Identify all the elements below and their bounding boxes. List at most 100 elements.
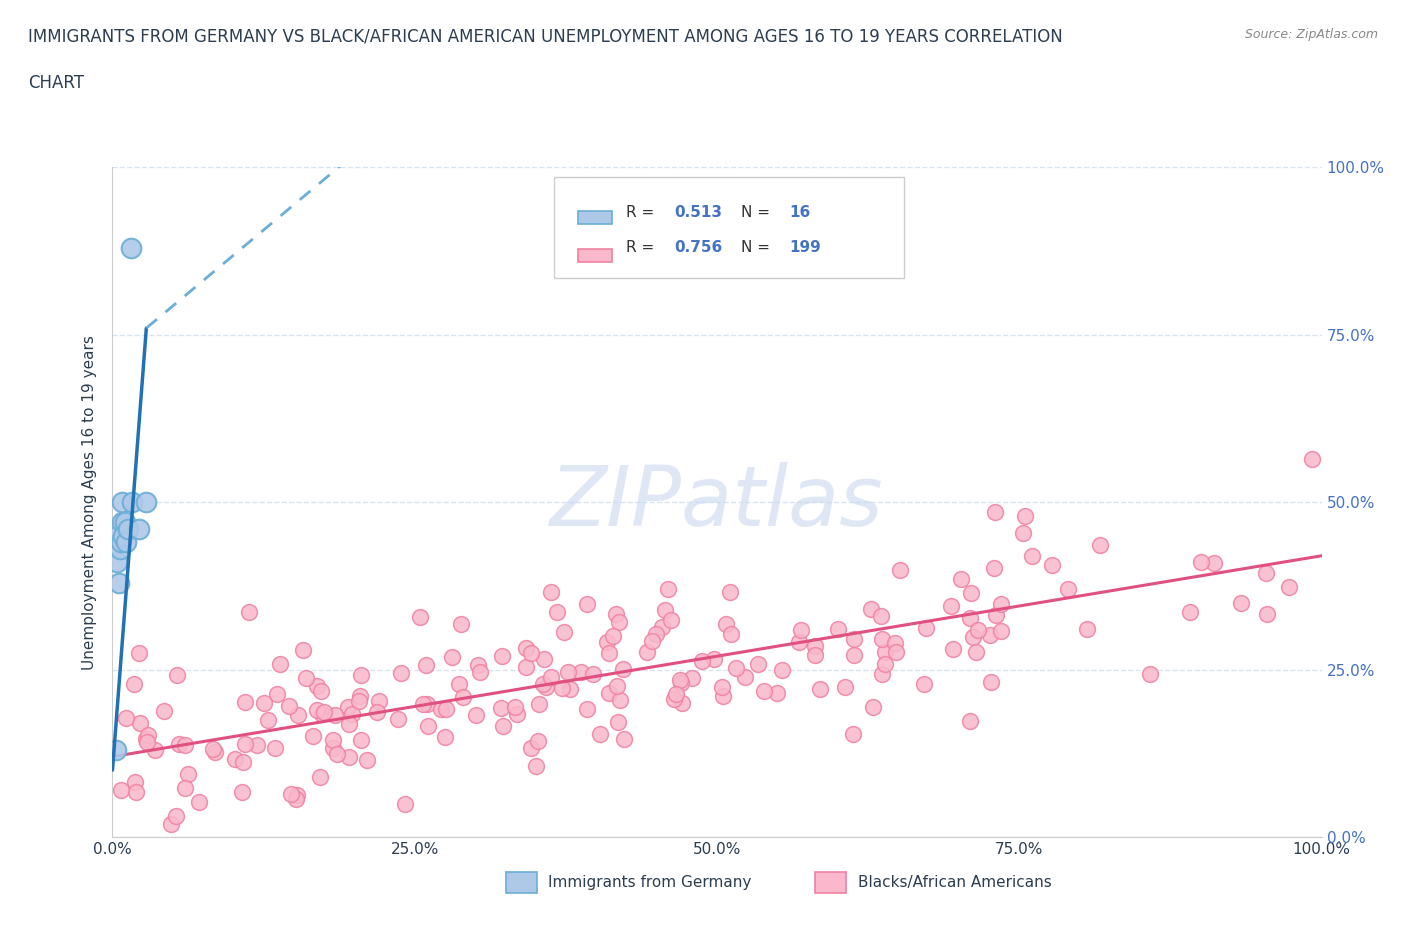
Point <box>950 571 973 586</box>
Point <box>959 610 981 625</box>
Point <box>505 707 527 722</box>
Point <box>108 541 131 556</box>
Point <box>105 555 128 570</box>
Point <box>842 726 865 741</box>
Point <box>135 731 157 746</box>
Point <box>165 808 187 823</box>
Text: 199: 199 <box>790 240 821 255</box>
Point <box>606 679 628 694</box>
Point <box>114 535 136 550</box>
Point <box>526 733 548 748</box>
Point <box>347 694 370 709</box>
Point <box>558 682 581 697</box>
Y-axis label: Unemployment Among Ages 16 to 19 years: Unemployment Among Ages 16 to 19 years <box>82 335 97 670</box>
Point <box>307 703 329 718</box>
Point <box>912 677 935 692</box>
Point <box>167 737 190 751</box>
Point <box>984 504 1007 519</box>
Point <box>834 679 856 694</box>
Point <box>235 695 257 710</box>
Point <box>665 686 688 701</box>
Point <box>177 766 200 781</box>
Point <box>804 639 827 654</box>
Point <box>941 599 963 614</box>
Point <box>263 740 285 755</box>
Point <box>124 676 146 691</box>
Point <box>307 679 329 694</box>
Point <box>280 787 302 802</box>
Point <box>659 613 682 628</box>
Point <box>979 627 1001 642</box>
Point <box>870 667 893 682</box>
Point <box>884 644 907 659</box>
Point <box>291 643 314 658</box>
Point <box>1202 555 1225 570</box>
Point <box>790 623 813 638</box>
Point <box>883 635 905 650</box>
Point <box>115 711 138 725</box>
Point <box>1088 538 1111 552</box>
Point <box>669 675 692 690</box>
Point <box>114 515 136 530</box>
Point <box>349 688 371 703</box>
Point <box>433 729 456 744</box>
Point <box>962 630 984 644</box>
Point <box>337 699 360 714</box>
Point <box>253 696 276 711</box>
Point <box>340 707 363 722</box>
FancyBboxPatch shape <box>578 211 612 224</box>
Point <box>747 657 769 671</box>
Point <box>394 796 416 811</box>
Text: CHART: CHART <box>28 74 84 92</box>
Text: 0.756: 0.756 <box>675 240 723 255</box>
Point <box>657 581 679 596</box>
Point <box>120 240 142 255</box>
Point <box>128 522 150 537</box>
Point <box>515 660 537 675</box>
Point <box>1301 452 1323 467</box>
Point <box>607 615 630 630</box>
Text: R =: R = <box>626 206 659 220</box>
Point <box>468 665 491 680</box>
Point <box>350 667 373 682</box>
Point <box>105 742 128 757</box>
Point <box>589 726 612 741</box>
Point <box>238 605 260 620</box>
Point <box>1256 565 1278 580</box>
Point <box>862 700 884 715</box>
Point <box>636 644 658 659</box>
Point <box>166 668 188 683</box>
Point <box>128 645 150 660</box>
Point <box>301 728 323 743</box>
Text: 16: 16 <box>790 206 811 220</box>
Point <box>269 657 291 671</box>
Point <box>754 684 776 699</box>
Point <box>174 780 197 795</box>
Text: N =: N = <box>741 240 775 255</box>
Point <box>596 635 619 650</box>
Text: N =: N = <box>741 206 775 220</box>
Point <box>409 610 432 625</box>
Point <box>415 658 437 672</box>
Point <box>294 671 316 685</box>
Point <box>367 694 389 709</box>
Point <box>112 528 135 543</box>
Point <box>1040 558 1063 573</box>
Point <box>869 608 891 623</box>
Point <box>224 751 246 766</box>
Point <box>110 783 132 798</box>
Point <box>540 670 562 684</box>
Point <box>842 632 865 647</box>
Point <box>651 619 673 634</box>
Point <box>990 596 1012 611</box>
Point <box>449 676 471 691</box>
Point <box>464 708 486 723</box>
Point <box>526 759 548 774</box>
Point <box>557 665 579 680</box>
Point <box>174 737 197 752</box>
Point <box>641 634 664 649</box>
Point <box>412 696 434 711</box>
Point <box>277 698 299 713</box>
Point <box>612 662 634 677</box>
Point <box>1256 606 1278 621</box>
